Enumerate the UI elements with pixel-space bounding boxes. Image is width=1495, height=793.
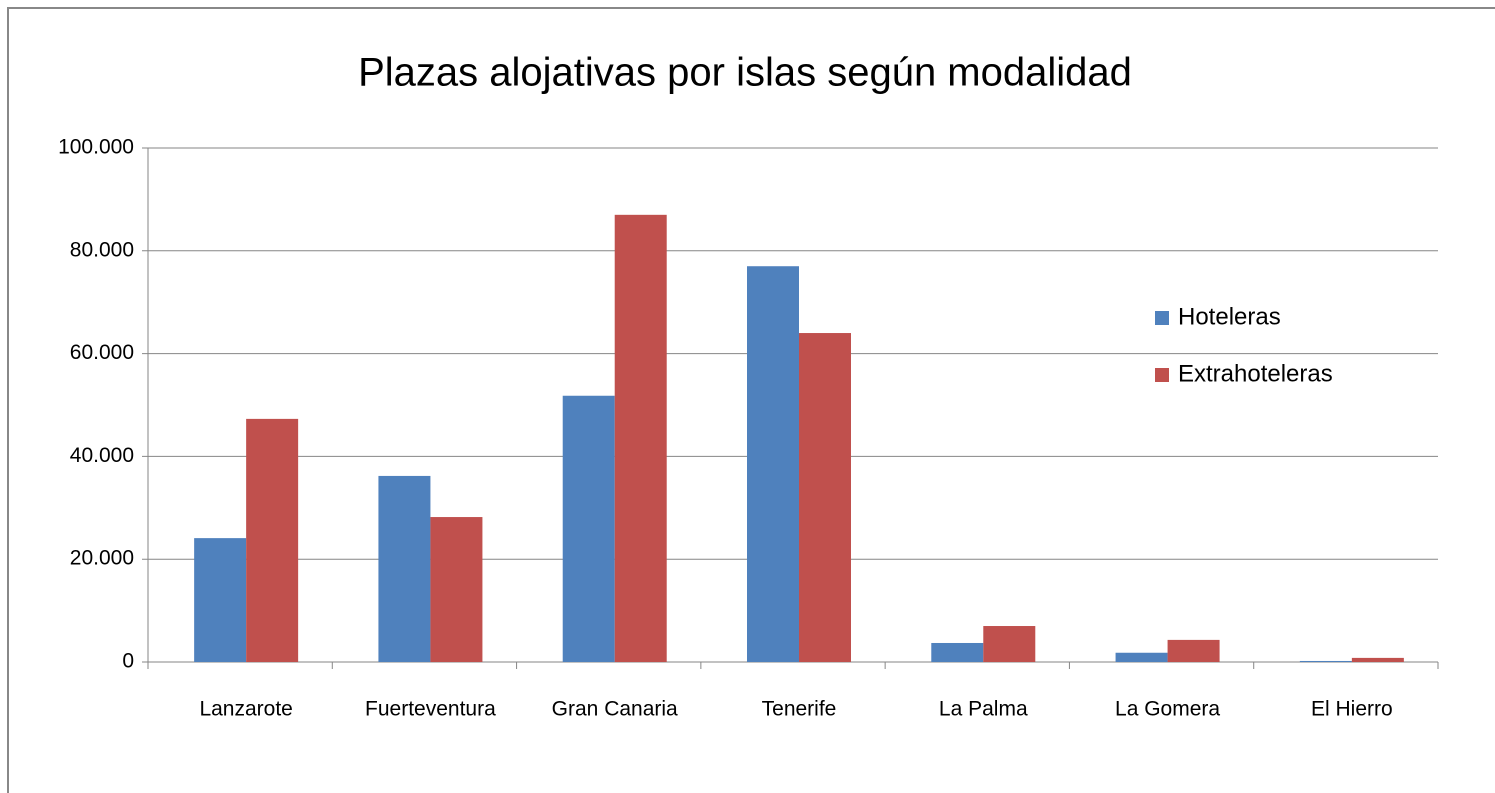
bar [246, 418, 299, 662]
legend-swatch [1155, 368, 1169, 382]
bar [1299, 660, 1352, 662]
bar [799, 333, 851, 662]
x-tick-label: La Gomera [1115, 698, 1220, 721]
x-tick-label: El Hierro [1311, 698, 1393, 721]
legend-swatch [1155, 311, 1169, 325]
x-tick-label: La Palma [939, 698, 1028, 721]
bar [430, 517, 483, 662]
legend-label: Hoteleras [1178, 303, 1281, 330]
bar [1167, 639, 1220, 662]
y-tick-label: 0 [122, 650, 134, 673]
x-tick-label: Tenerife [762, 698, 837, 721]
x-tick-label: Gran Canaria [552, 698, 678, 721]
bar [1351, 657, 1404, 662]
bar [931, 642, 984, 662]
y-tick-label: 100.000 [58, 136, 134, 159]
bar [614, 214, 667, 662]
y-tick-label: 60.000 [70, 341, 134, 364]
bar [747, 266, 799, 662]
bar [194, 538, 247, 662]
bar [983, 626, 1036, 662]
bar [562, 395, 615, 662]
y-tick-label: 40.000 [70, 444, 134, 467]
chart-title: Plazas alojativas por islas según modali… [358, 51, 1132, 95]
y-tick-label: 20.000 [70, 547, 134, 570]
bar [378, 475, 431, 662]
x-tick-label: Fuerteventura [365, 698, 496, 721]
legend-label: Extrahoteleras [1178, 360, 1333, 387]
y-tick-label: 80.000 [70, 238, 134, 261]
x-tick-label: Lanzarote [199, 698, 292, 721]
bar [1115, 652, 1168, 662]
